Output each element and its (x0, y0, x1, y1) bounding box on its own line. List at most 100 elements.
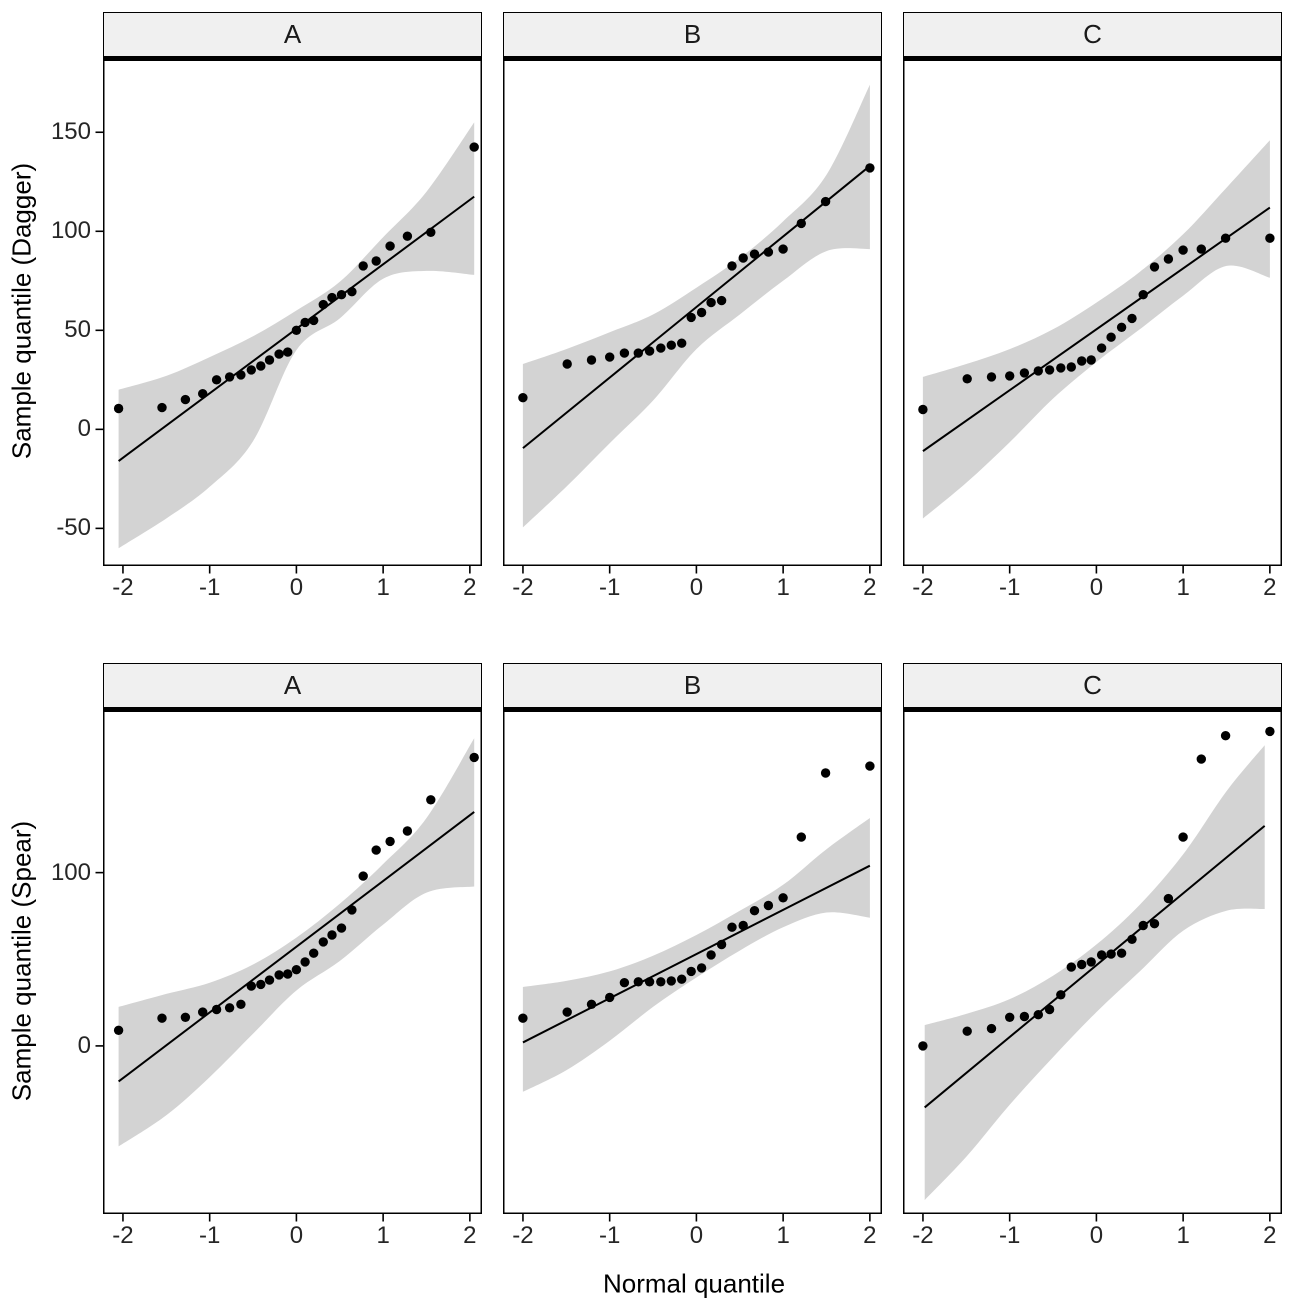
qq-point (198, 389, 208, 399)
qq-point (385, 836, 395, 847)
x-tick-label: 0 (1089, 574, 1104, 601)
qq-point (727, 261, 737, 271)
qq-point (1138, 290, 1148, 300)
qq-point (1005, 1012, 1015, 1022)
qq-point (402, 826, 413, 836)
qq-point (820, 196, 831, 207)
qq-point (763, 247, 774, 257)
x-tick-label: 0 (689, 574, 704, 601)
facet-strip-a: A (103, 663, 482, 708)
qq-point (686, 966, 696, 977)
qq-point (180, 1012, 191, 1022)
qq-point (716, 939, 727, 950)
qq-plot-area-dagger-c (903, 57, 1282, 566)
facet-strip-label: A (283, 19, 302, 49)
qq-point (706, 950, 716, 960)
y-tick-label: 150 (50, 118, 91, 146)
qq-point (1086, 957, 1096, 967)
qq-point (1220, 731, 1231, 741)
qq-point (1056, 990, 1066, 1000)
x-tick-label: -1 (599, 1222, 621, 1249)
y-tick-label: 50 (64, 316, 91, 344)
qq-point (562, 359, 572, 369)
qq-point (677, 974, 687, 984)
qq-point (274, 349, 284, 359)
qq-point (677, 338, 687, 348)
qq-point (518, 393, 528, 403)
qq-plot-area-dagger-a (103, 57, 482, 566)
x-axis-title: Normal quantile (602, 1268, 786, 1299)
qq-point (865, 761, 875, 771)
x-tick-label: 1 (776, 574, 790, 601)
qq-point (1106, 949, 1116, 959)
qq-point (666, 976, 676, 986)
x-tick-label: -2 (512, 1222, 534, 1249)
qq-point (236, 370, 246, 380)
qq-point (1178, 832, 1188, 842)
qq-point (1138, 920, 1148, 931)
qq-point (1265, 233, 1275, 243)
qq-point (918, 1041, 928, 1051)
facet-strip-label: A (283, 670, 302, 700)
facet-strip-label: C (1083, 19, 1102, 49)
qq-point (327, 292, 337, 303)
qq-point (1265, 726, 1275, 737)
qq-point (763, 900, 774, 911)
qq-point (1178, 245, 1188, 255)
qq-point (1149, 919, 1160, 929)
qq-point (256, 979, 266, 990)
qq-point (633, 977, 643, 987)
qq-point (562, 1007, 572, 1017)
qq-point (291, 325, 302, 335)
qq-point (1096, 950, 1107, 960)
qq-point (716, 295, 727, 306)
x-tick-label: 2 (463, 574, 477, 601)
qq-point (986, 372, 997, 382)
qq-point (236, 999, 246, 1009)
qq-point (796, 832, 806, 842)
qq-point (283, 969, 293, 979)
qq-point (586, 999, 597, 1009)
y-tick-label: 100 (50, 217, 91, 245)
qq-point (986, 1023, 997, 1034)
x-tick-label: -2 (512, 574, 534, 601)
qq-plot-area-spear-c (903, 708, 1282, 1214)
qq-point (246, 365, 256, 375)
x-tick-label: -1 (199, 574, 221, 601)
qq-point (1077, 356, 1087, 366)
qq-point (962, 1026, 972, 1036)
qq-point (619, 348, 630, 358)
qq-point (1220, 233, 1231, 243)
qq-point (1163, 254, 1174, 264)
qq-point (426, 227, 436, 237)
qq-point (820, 768, 831, 778)
qq-point (1163, 893, 1174, 904)
x-tick-label: 1 (376, 1222, 390, 1249)
qq-point (113, 403, 124, 414)
x-tick-label: 1 (376, 574, 390, 601)
qq-point (264, 355, 275, 365)
qq-point (1066, 962, 1076, 972)
x-tick-label: -2 (912, 574, 934, 601)
qq-point (264, 975, 275, 985)
qq-point (1033, 1010, 1043, 1020)
qq-point (865, 163, 875, 173)
x-tick-label: 0 (289, 574, 304, 601)
facet-panel-dagger-c: C (903, 12, 1282, 566)
qq-point (224, 1003, 235, 1013)
x-tick-label: 2 (863, 1222, 877, 1249)
qq-point (796, 218, 806, 229)
qq-point (318, 937, 328, 947)
qq-point (738, 253, 748, 263)
qq-point (1056, 363, 1066, 373)
qq-point (656, 343, 666, 353)
qq-point (696, 307, 707, 318)
qq-point (180, 394, 191, 405)
qq-point (358, 261, 368, 271)
facet-panel-dagger-a: A (103, 12, 482, 566)
qq-point (300, 957, 310, 967)
qq-reference-line (118, 811, 475, 1083)
qq-point (283, 347, 293, 357)
x-tick-label: -2 (912, 1222, 934, 1249)
